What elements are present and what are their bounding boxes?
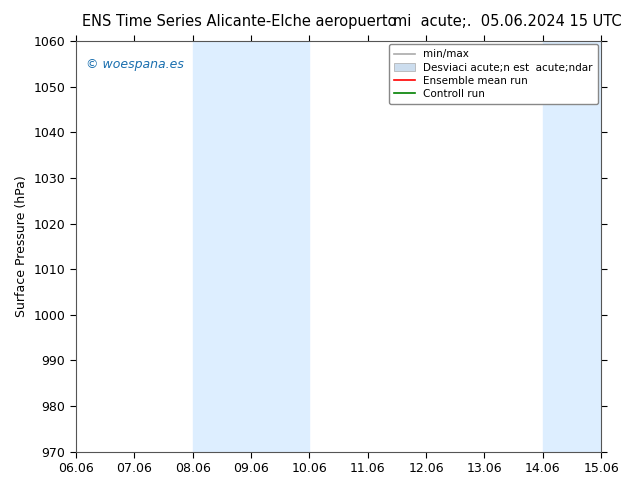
Text: mi  acute;.  05.06.2024 15 UTC: mi acute;. 05.06.2024 15 UTC [393,14,622,29]
Y-axis label: Surface Pressure (hPa): Surface Pressure (hPa) [15,175,28,317]
Text: © woespana.es: © woespana.es [86,57,184,71]
Bar [193,41,309,452]
Text: ENS Time Series Alicante-Elche aeropuerto: ENS Time Series Alicante-Elche aeropuert… [82,14,397,29]
Bar [543,41,601,452]
Legend: min/max, Desviaci acute;n est  acute;ndar, Ensemble mean run, Controll run: min/max, Desviaci acute;n est acute;ndar… [389,44,598,104]
